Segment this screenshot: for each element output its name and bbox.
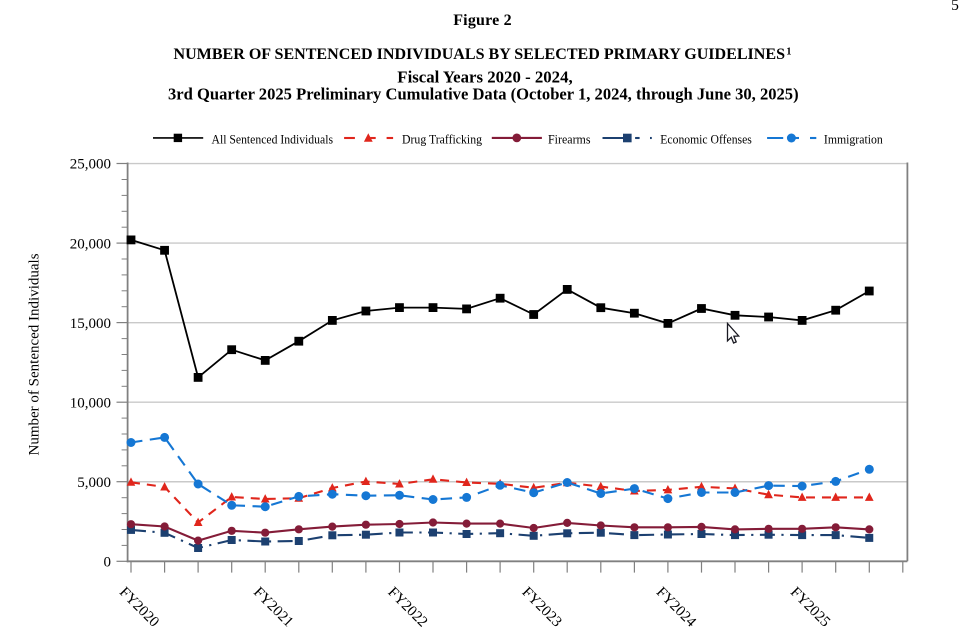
svg-text:20,000: 20,000 (70, 236, 111, 252)
svg-text:Economic Offenses: Economic Offenses (660, 132, 752, 146)
svg-text:5: 5 (951, 0, 959, 14)
svg-text:Immigration: Immigration (824, 132, 884, 146)
svg-text:1: 1 (786, 46, 791, 57)
svg-text:Number of Sentenced Individual: Number of Sentenced Individuals (27, 253, 43, 455)
svg-text:Drug Trafficking: Drug Trafficking (402, 132, 483, 146)
svg-text:NUMBER OF SENTENCED INDIVIDUAL: NUMBER OF SENTENCED INDIVIDUALS BY SELEC… (174, 46, 786, 63)
svg-text:Firearms: Firearms (548, 132, 591, 146)
svg-text:10,000: 10,000 (70, 395, 111, 411)
svg-text:5,000: 5,000 (77, 475, 111, 491)
svg-text:15,000: 15,000 (70, 316, 111, 332)
svg-text:3rd Quarter 2025 Preliminary C: 3rd Quarter 2025 Preliminary Cumulative … (168, 84, 799, 103)
svg-text:25,000: 25,000 (70, 157, 111, 173)
svg-text:0: 0 (104, 555, 112, 571)
svg-text:All Sentenced Individuals: All Sentenced Individuals (212, 132, 334, 146)
svg-text:Figure 2: Figure 2 (453, 12, 511, 29)
svg-text:Fiscal Years 2020 - 2024,: Fiscal Years 2020 - 2024, (397, 68, 572, 87)
